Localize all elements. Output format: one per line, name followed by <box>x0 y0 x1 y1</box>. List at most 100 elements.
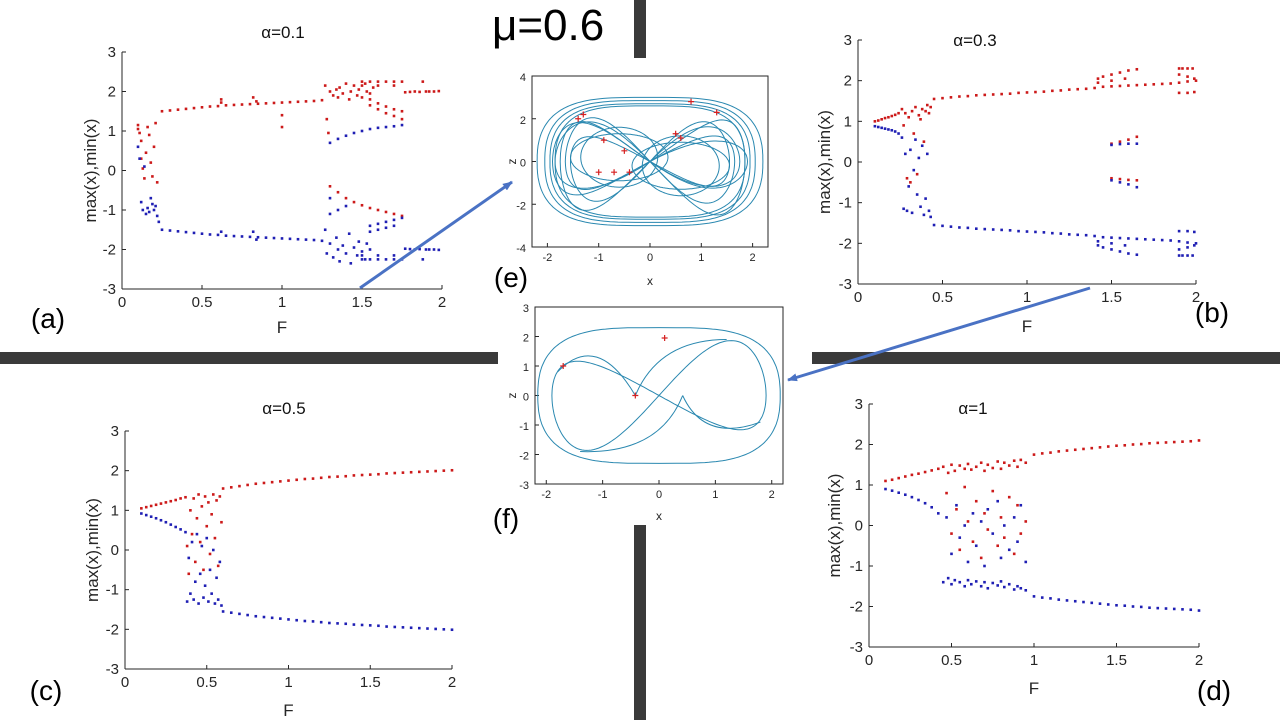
orbit-trajectory <box>549 103 751 220</box>
data-point-min <box>215 576 218 580</box>
data-point-min <box>336 208 340 212</box>
data-point-min <box>946 576 950 580</box>
data-point-max <box>966 520 970 523</box>
y-tick-label: -3 <box>519 480 529 492</box>
data-point-min <box>376 126 380 130</box>
data-point-min <box>352 623 356 626</box>
data-point-min <box>400 123 404 127</box>
y-axis-label: max(x),min(x) <box>83 498 102 602</box>
data-point-min <box>963 524 966 527</box>
data-point-min <box>1024 560 1028 564</box>
data-point-max <box>376 107 380 111</box>
data-point-min <box>384 226 388 230</box>
data-point-max <box>1007 495 1011 499</box>
data-point-max <box>174 498 177 502</box>
data-point-min <box>1127 252 1130 255</box>
data-point-min <box>1019 586 1023 590</box>
data-point-max <box>1186 91 1189 95</box>
poincare-marker <box>661 334 668 341</box>
data-point-min <box>303 619 307 623</box>
divider-right <box>812 352 1280 364</box>
data-point-min <box>955 503 958 507</box>
x-tick-label: 1 <box>1030 652 1038 669</box>
data-point-max <box>974 499 978 503</box>
data-point-max <box>341 92 345 95</box>
data-point-min <box>1191 254 1194 257</box>
y-tick-label: 2 <box>520 115 526 127</box>
data-point-max <box>197 493 200 496</box>
data-point-max <box>139 139 143 143</box>
data-point-max <box>409 470 413 474</box>
data-point-max <box>248 102 252 106</box>
data-point-min <box>897 491 900 494</box>
data-point-max <box>1096 81 1100 84</box>
x-tick-label: 0 <box>118 294 126 311</box>
data-point-min <box>897 132 900 135</box>
data-point-min <box>360 250 364 253</box>
data-point-max <box>254 482 258 486</box>
data-point-min <box>909 148 912 152</box>
data-point-max <box>991 466 995 470</box>
data-point-max <box>1135 179 1139 182</box>
data-point-max <box>393 471 397 475</box>
data-point-max <box>352 474 356 477</box>
data-point-min <box>264 236 268 239</box>
data-point-max <box>202 568 205 572</box>
data-point-min <box>1012 588 1016 591</box>
data-point-max <box>325 117 329 121</box>
data-point-max <box>887 115 890 119</box>
data-point-max <box>213 536 217 540</box>
data-point-min <box>1101 235 1105 239</box>
y-tick-label: 1 <box>523 362 529 374</box>
y-tick-label: -2 <box>519 451 529 463</box>
data-point-max <box>1106 445 1110 448</box>
data-point-max <box>1051 89 1054 93</box>
data-point-max <box>194 560 197 564</box>
data-point-min <box>185 600 189 603</box>
x-tick-label: 1.5 <box>1101 289 1122 306</box>
data-point-max <box>1042 90 1046 93</box>
data-point-min <box>902 207 905 211</box>
data-point-min <box>328 242 332 245</box>
data-point-max <box>280 125 284 129</box>
x-tick-label: -2 <box>541 489 551 501</box>
data-point-min <box>202 596 205 599</box>
data-point-min <box>296 237 300 241</box>
data-point-max <box>953 469 957 473</box>
orbit-trajectory <box>544 100 756 223</box>
data-point-min <box>149 515 153 518</box>
data-point-max <box>144 505 148 509</box>
data-point-min <box>403 247 407 251</box>
data-point-max <box>138 131 141 135</box>
panel-f: -2 -1 0 1 2 3 2 1 0 -1 -2 -3 x z (f) <box>493 303 784 534</box>
data-point-max <box>264 102 268 105</box>
data-point-max <box>904 475 907 478</box>
data-point-max <box>910 109 914 113</box>
data-point-min <box>149 196 153 200</box>
data-point-max <box>924 109 927 113</box>
data-point-max <box>331 94 335 97</box>
y-axis-label: max(x),min(x) <box>81 119 100 223</box>
data-point-max <box>368 473 372 476</box>
data-point-max <box>1065 449 1069 452</box>
data-point-max <box>1115 444 1118 448</box>
divider-bottom <box>634 525 646 720</box>
data-point-min <box>1186 254 1189 257</box>
poincare-marker <box>600 137 607 144</box>
data-point-min <box>910 211 914 215</box>
panel-label: (a) <box>31 303 65 334</box>
data-point-min <box>251 230 255 234</box>
data-point-min <box>999 580 1003 583</box>
data-point-min <box>975 227 978 230</box>
data-point-min <box>1177 229 1181 233</box>
data-point-min <box>912 168 916 172</box>
data-point-max <box>1118 140 1122 143</box>
data-point-min <box>254 614 258 618</box>
y-tick-label: 0 <box>844 154 852 171</box>
data-point-max <box>1177 91 1181 95</box>
data-point-min <box>1189 608 1193 612</box>
data-point-min <box>174 525 177 529</box>
data-point-max <box>238 484 241 488</box>
